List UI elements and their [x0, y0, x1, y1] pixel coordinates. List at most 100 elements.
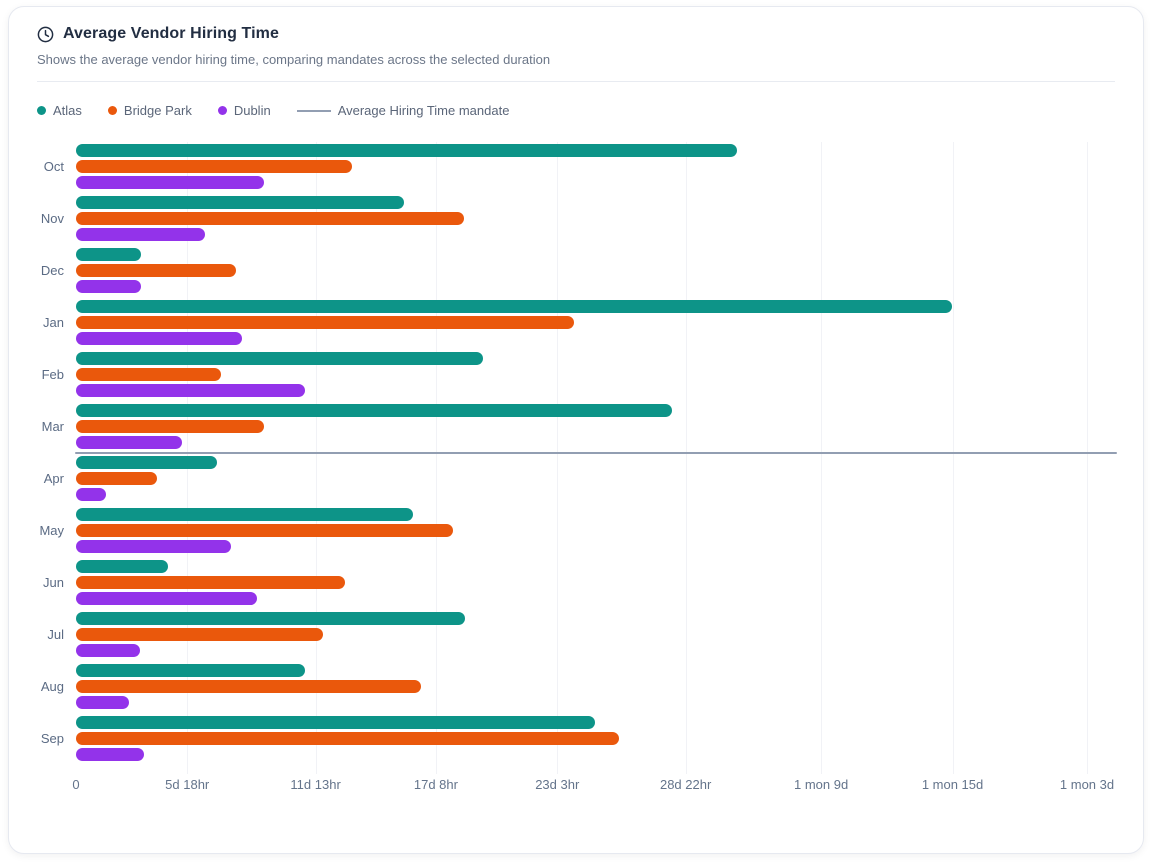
bar-bridge-park-may [76, 524, 454, 537]
y-axis-label-jan: Jan [43, 315, 64, 330]
bar-bridge-park-oct [76, 160, 352, 173]
y-axis-label-dec: Dec [40, 263, 64, 278]
bar-atlas-oct [76, 144, 738, 157]
y-axis-label-aug: Aug [40, 679, 64, 694]
bar-atlas-mar [76, 404, 673, 417]
legend-item-label: Average Hiring Time mandate [337, 103, 510, 118]
bar-bridge-park-jun [76, 576, 345, 589]
bar-bridge-park-dec [76, 264, 236, 277]
gridline [315, 142, 317, 774]
gridline [685, 142, 687, 774]
bar-atlas-dec [76, 248, 141, 261]
legend-item-label: Dublin [233, 103, 271, 118]
chart-legend: Atlas Bridge Park Dublin Average Hiring Tim… [9, 82, 1143, 118]
average-hiring-time-mandate-line [75, 451, 1117, 454]
bar-atlas-feb [76, 352, 484, 365]
clock-icon [37, 26, 54, 42]
legend-item-atlas[interactable]: Atlas [37, 103, 82, 118]
bar-dublin-jul [76, 644, 140, 657]
x-axis-tick-label: 17d 8hr [413, 777, 458, 792]
gridline [1087, 142, 1088, 774]
x-axis-tick-label: 1 mon 3d [1059, 777, 1115, 792]
gridline [821, 142, 823, 774]
y-axis-label-oct: Oct [43, 159, 64, 174]
bar-atlas-nov [76, 196, 404, 209]
y-axis-label-jun: Jun [43, 575, 64, 590]
x-axis-tick-label: 23d 3hr [535, 777, 580, 792]
bar-group-jan [76, 300, 1087, 345]
bar-group-nov [76, 196, 1087, 241]
y-axis-label-jul: Jul [47, 627, 64, 642]
legend-item-label: Bridge Park [123, 103, 192, 118]
bar-group-apr [76, 456, 1087, 501]
bar-group-mar [76, 404, 1087, 449]
bar-atlas-may [76, 508, 413, 521]
y-axis-label-mar: Mar [41, 419, 64, 434]
bar-dublin-mar [76, 436, 183, 449]
bar-atlas-jun [76, 560, 168, 573]
y-axis-label-may: May [39, 523, 64, 538]
chart-card: Average Vendor Hiring Time Shows the ave… [8, 6, 1144, 854]
y-axis-months: Oct Nov Dec Jan Feb Mar Apr May Jun Jul Aug Sep [9, 144, 64, 768]
bar-group-may [76, 508, 1087, 553]
bar-group-aug [76, 664, 1087, 709]
bar-atlas-jul [76, 612, 466, 625]
bar-group-dec [76, 248, 1087, 293]
bar-dublin-jun [76, 592, 257, 605]
bar-dublin-sep [76, 748, 144, 761]
gridline [435, 142, 437, 774]
bar-dublin-aug [76, 696, 129, 709]
bar-group-sep [76, 716, 1087, 761]
x-axis-tick-label: 28d 22hr [659, 777, 712, 792]
header-divider [37, 81, 1115, 82]
y-axis-label-sep: Sep [40, 731, 64, 746]
x-axis-tick-label: 11d 13hr [290, 777, 341, 792]
legend-dot-marker [107, 106, 117, 115]
bar-atlas-apr [76, 456, 217, 469]
x-axis-tick-label: 5d 18hr [165, 777, 210, 792]
bar-bridge-park-jan [76, 316, 575, 329]
legend-item-average-hiring-time-mandate[interactable]: Average Hiring Time mandate [296, 103, 510, 118]
legend-item-bridge-park[interactable]: Bridge Park [107, 103, 192, 118]
x-axis-tick-label: 1 mon 9d [793, 777, 849, 792]
gridline [557, 142, 559, 774]
bar-dublin-nov [76, 228, 206, 241]
bar-dublin-dec [76, 280, 141, 293]
x-axis-tick-label: 1 mon 15d [921, 777, 984, 792]
page-subtitle: Shows the average vendor hiring time, co… [37, 52, 551, 67]
y-axis-label-feb: Feb [41, 367, 64, 382]
gridline [952, 142, 954, 774]
legend-dot-marker [37, 106, 46, 115]
page-title: Average Vendor Hiring Time [63, 25, 279, 42]
plot-area [75, 142, 1117, 774]
bar-bridge-park-nov [76, 212, 465, 225]
bar-atlas-sep [76, 716, 595, 729]
x-axis: 0 5d 18hr 11d 13hr 17d 8hr 23d 3hr 28d 22hr 1 … [72, 774, 1114, 794]
bar-atlas-jan [76, 300, 952, 313]
bar-bridge-park-apr [76, 472, 157, 485]
bar-group-feb [76, 352, 1087, 397]
bar-bridge-park-jul [76, 628, 323, 641]
bar-group-jun [76, 560, 1087, 605]
bar-group-oct [76, 144, 1087, 189]
y-axis-label-nov: Nov [40, 211, 64, 226]
legend-item-label: Atlas [53, 103, 82, 118]
x-axis-tick-label: 0 [72, 777, 80, 792]
bar-atlas-aug [76, 664, 306, 677]
bar-bridge-park-mar [76, 420, 265, 433]
bar-dublin-apr [76, 488, 107, 501]
bar-bridge-park-sep [76, 732, 619, 745]
bar-bridge-park-feb [76, 368, 221, 381]
bar-bridge-park-aug [76, 680, 421, 693]
bar-dublin-may [76, 540, 231, 553]
chart-area: Oct Nov Dec Jan Feb Mar Apr May Jun Jul Aug Sep 0 5d… [9, 142, 1143, 804]
bar-dublin-jan [76, 332, 242, 345]
card-header: Average Vendor Hiring Time Shows the ave… [9, 7, 1143, 82]
legend-line-marker [296, 109, 331, 112]
bar-dublin-oct [76, 176, 265, 189]
bar-group-jul [76, 612, 1087, 657]
y-axis-label-apr: Apr [43, 471, 64, 486]
legend-item-dublin[interactable]: Dublin [217, 103, 271, 118]
bar-dublin-feb [76, 384, 306, 397]
legend-dot-marker [217, 106, 227, 115]
